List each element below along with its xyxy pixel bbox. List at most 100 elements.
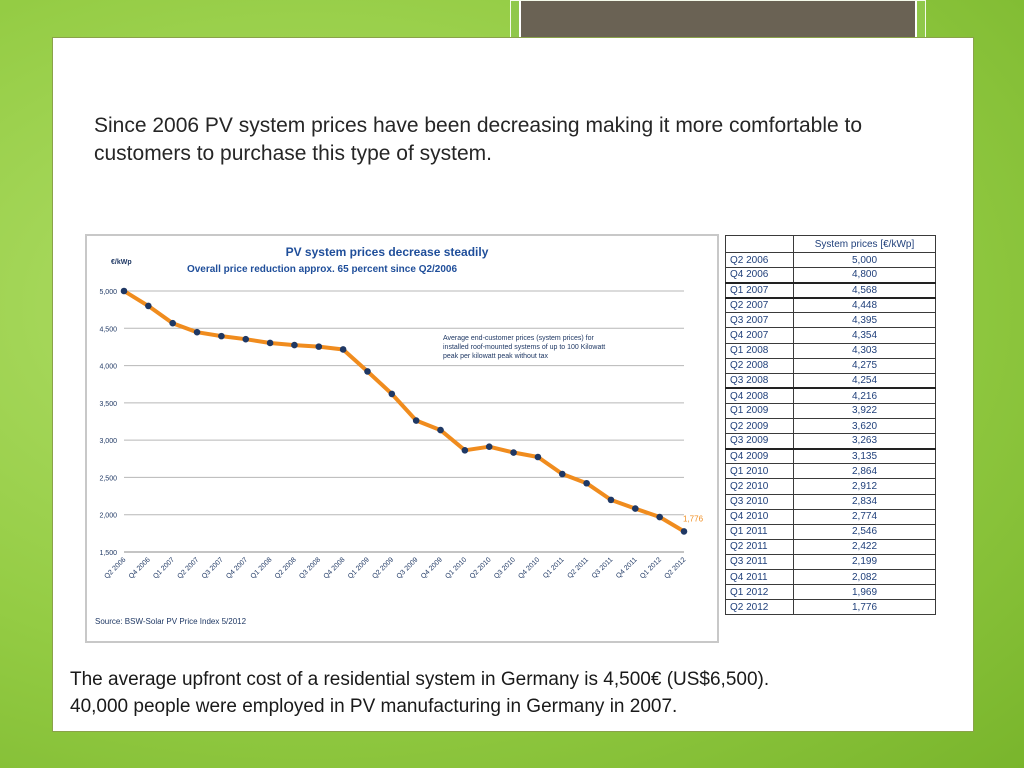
price-chart: PV system prices decrease steadily Overal… [85, 234, 719, 643]
table-cell-price: 2,422 [793, 538, 936, 555]
x-tick-label: Q2 2006 [103, 556, 127, 580]
table-row: Q2 2006 5,000 [725, 251, 936, 269]
table-cell-period: Q2 2006 [725, 251, 794, 269]
table-cell-period: Q3 2008 [725, 372, 794, 389]
data-point [169, 319, 176, 327]
table-cell-period: Q1 2008 [725, 342, 794, 359]
y-tick-label: 3,000 [99, 438, 117, 445]
data-point [558, 470, 566, 478]
table-cell-price: 4,216 [793, 387, 936, 404]
table-cell-period: Q4 2008 [725, 387, 794, 404]
x-tick-label: Q3 2007 [201, 556, 225, 580]
data-point [266, 339, 274, 347]
data-point [120, 287, 128, 295]
y-tick-label: 3,500 [99, 401, 117, 408]
y-tick-label: 1,500 [99, 550, 117, 557]
footer-line-employment: 40,000 people were employed in PV manufa… [70, 696, 678, 717]
table-header-empty [725, 235, 794, 253]
data-point [656, 513, 663, 521]
table-cell-price: 4,448 [793, 296, 936, 314]
data-point [193, 328, 201, 336]
table-cell-price: 4,800 [793, 267, 936, 284]
table-row: Q4 2010 2,774 [725, 508, 936, 525]
data-point [291, 341, 298, 349]
y-tick-label: 2,000 [99, 513, 117, 520]
table-cell-price: 4,254 [793, 372, 936, 389]
table-header-row: System prices [€/kWp] [725, 235, 936, 253]
data-point [364, 368, 371, 375]
data-point [242, 335, 250, 343]
table-cell-price: 2,082 [793, 568, 936, 586]
table-cell-price: 3,620 [793, 418, 936, 435]
x-tick-label: Q4 2008 [323, 556, 347, 580]
table-cell-price: 4,275 [793, 357, 936, 374]
table-cell-price: 1,969 [793, 584, 936, 601]
price-table: System prices [€/kWp] Q2 2006 5,000 Q4 200… [725, 235, 936, 616]
data-point [534, 453, 542, 461]
x-tick-label: Q1 2011 [542, 556, 566, 580]
data-point [510, 449, 517, 456]
table-cell-price: 2,912 [793, 478, 936, 495]
slide-headline: Since 2006 PV system prices have been de… [94, 114, 863, 165]
table-cell-price: 2,834 [793, 493, 936, 510]
x-tick-label: Q3 2011 [591, 556, 615, 580]
x-tick-label: Q4 2006 [128, 556, 152, 580]
table-row: Q4 2006 4,800 [725, 267, 936, 284]
table-cell-price: 4,354 [793, 327, 936, 344]
data-point [218, 332, 225, 340]
x-tick-label: Q2 2007 [177, 556, 201, 580]
table-cell-price: 2,546 [793, 523, 936, 540]
table-cell-period: Q4 2006 [725, 267, 794, 284]
end-value-label: 1,776 [683, 514, 704, 523]
data-point [680, 528, 688, 535]
slide-footer: The average upfront cost of a residentia… [70, 666, 970, 720]
x-tick-label: Q2 2011 [566, 556, 590, 580]
table-row: Q1 2011 2,546 [725, 523, 936, 540]
table-row: Q1 2012 1,969 [725, 584, 936, 601]
table-cell-period: Q2 2009 [725, 418, 794, 435]
table-cell-period: Q3 2007 [725, 312, 794, 329]
table-row: Q3 2009 3,263 [725, 433, 936, 450]
table-cell-price: 2,774 [793, 508, 936, 525]
table-row: Q4 2007 4,354 [725, 327, 936, 344]
x-tick-label: Q3 2010 [493, 556, 517, 580]
chart-title: PV system prices decrease steadily [286, 245, 489, 259]
data-point [632, 505, 639, 512]
data-point [339, 346, 347, 353]
table-header-prices: System prices [€/kWp] [793, 235, 936, 253]
table-cell-price: 5,000 [793, 251, 936, 269]
table-cell-price: 4,568 [793, 281, 936, 299]
table-cell-period: Q2 2007 [725, 296, 794, 314]
table-row: Q4 2011 2,082 [725, 568, 936, 586]
table-row: Q4 2008 4,216 [725, 387, 936, 404]
table-cell-period: Q3 2009 [725, 433, 794, 450]
table-row: Q2 2010 2,912 [725, 478, 936, 495]
table-cell-period: Q1 2011 [725, 523, 794, 540]
table-cell-period: Q1 2009 [725, 402, 794, 420]
table-cell-period: Q3 2011 [725, 553, 794, 570]
table-row: Q1 2009 3,922 [725, 402, 936, 420]
data-point [607, 496, 615, 504]
data-point [412, 417, 420, 424]
table-cell-period: Q4 2011 [725, 568, 794, 586]
x-tick-label: Q3 2009 [396, 556, 420, 580]
chart-annotation-line: peak per kilowatt peak without tax [443, 353, 549, 360]
table-cell-price: 4,395 [793, 312, 936, 329]
x-tick-label: Q4 2011 [615, 556, 639, 580]
y-tick-label: 2,500 [99, 475, 117, 482]
table-row: Q1 2010 2,864 [725, 463, 936, 480]
table-row: Q2 2009 3,620 [725, 418, 936, 435]
table-cell-period: Q2 2010 [725, 478, 794, 495]
table-row: Q2 2012 1,776 [725, 599, 936, 616]
footer-line-cost: The average upfront cost of a residentia… [70, 669, 770, 690]
table-cell-period: Q4 2010 [725, 508, 794, 525]
x-tick-label: Q4 2010 [517, 556, 541, 580]
x-tick-label: Q1 2007 [152, 556, 176, 580]
table-cell-period: Q2 2011 [725, 538, 794, 555]
table-cell-period: Q4 2007 [725, 327, 794, 344]
table-cell-period: Q1 2007 [725, 281, 794, 299]
data-point [461, 446, 469, 454]
table-cell-price: 1,776 [793, 599, 936, 616]
table-row: Q3 2008 4,254 [725, 372, 936, 389]
table-cell-price: 3,135 [793, 447, 936, 465]
